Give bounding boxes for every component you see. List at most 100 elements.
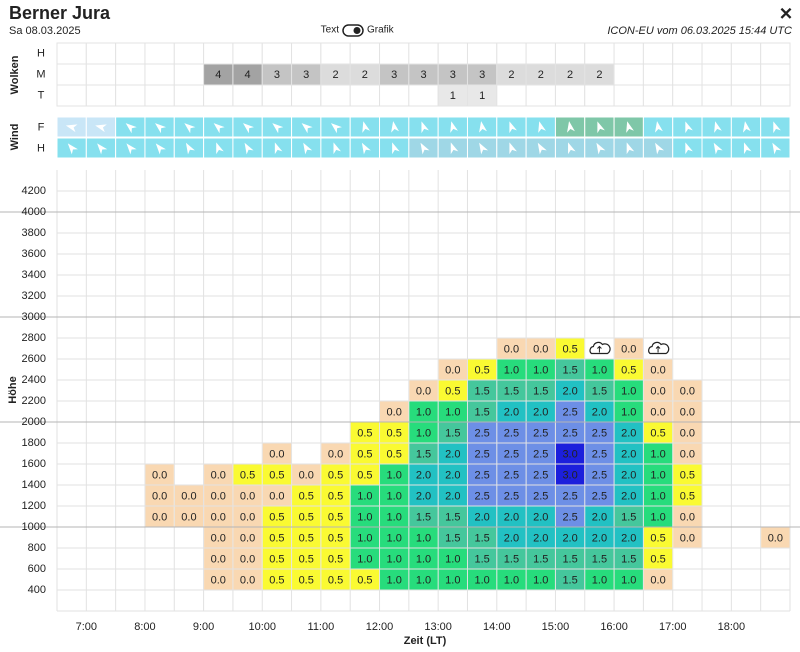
thermal-value: 1.0 [592, 364, 607, 376]
cloud-arrow [655, 345, 661, 353]
thermal-cell [585, 548, 614, 569]
thermal-value: 2.0 [592, 511, 607, 523]
wind-arrow [597, 121, 605, 134]
thermal-value: 1.0 [387, 574, 402, 586]
wind-arrow [772, 142, 782, 155]
thermal-cell [497, 401, 526, 422]
thermal-cell [409, 380, 438, 401]
thermal-value: 0.5 [240, 469, 255, 481]
thermal-value: 0.0 [269, 448, 284, 460]
thermal-cell [409, 527, 438, 548]
thermal-value: 0.0 [445, 364, 460, 376]
thermal-cell [233, 464, 262, 485]
thermal-cell [380, 464, 409, 485]
wind-arrow [537, 142, 547, 155]
thermal-cell [526, 359, 555, 380]
thermal-cell [292, 569, 321, 590]
thermal-value: 1.0 [416, 532, 431, 544]
cloud-value: 4 [245, 69, 251, 81]
thermal-cell [467, 506, 497, 527]
wind-arrow [479, 142, 489, 155]
toggle-text[interactable]: Text [321, 25, 340, 36]
toggle-knob [353, 27, 361, 34]
y-tick-label: 2600 [22, 353, 46, 365]
thermal-cell [643, 401, 673, 422]
x-tick-label: 14:00 [483, 621, 511, 633]
wind-arrow [303, 142, 313, 155]
thermal-cell [585, 527, 614, 548]
cloud-cell [496, 42, 527, 65]
thermal-cell [585, 569, 614, 590]
thermal-value: 1.5 [474, 553, 489, 565]
cloud-cell [730, 84, 762, 107]
wind-arrow [391, 121, 399, 133]
thermal-cell [497, 464, 526, 485]
thermal-cell [380, 569, 409, 590]
thermal-value: 0.0 [181, 490, 196, 502]
thermal-value: 2.5 [474, 427, 489, 439]
x-tick-label: 12:00 [366, 621, 394, 633]
wind-arrow [742, 121, 751, 133]
wind-arrow [333, 142, 342, 155]
wind-arrow [509, 142, 517, 155]
thermal-value: 1.0 [387, 511, 402, 523]
cloud-cell [672, 84, 703, 107]
cloud-cell [144, 42, 175, 65]
thermal-cell [497, 506, 526, 527]
thermal-value: 0.5 [328, 574, 343, 586]
title: Berner Jura [9, 3, 111, 23]
toggle-grafik[interactable]: Grafik [367, 25, 395, 36]
wind-arrow [65, 124, 78, 133]
thermal-value: 0.5 [269, 469, 284, 481]
thermal-value: 1.0 [474, 574, 489, 586]
thermal-cell [438, 422, 467, 443]
thermal-value: 2.5 [533, 490, 548, 502]
thermal-value: 0.0 [152, 490, 167, 502]
cloud-cell [115, 63, 146, 86]
thermal-cell [350, 485, 380, 506]
close-button[interactable]: ✕ [779, 4, 793, 23]
thermal-value: 2.5 [533, 448, 548, 460]
thermal-value: 0.0 [680, 427, 695, 439]
thermal-value: 1.0 [416, 574, 431, 586]
cloud-cell [525, 42, 556, 65]
thermal-cell [555, 569, 585, 590]
thermal-value: 2.5 [533, 469, 548, 481]
thermal-cell [467, 380, 497, 401]
cloud-cell [408, 84, 439, 107]
cloud-cell [203, 42, 234, 65]
thermal-cell [555, 422, 585, 443]
thermal-cell [526, 380, 555, 401]
thermal-value: 0.0 [650, 364, 665, 376]
thermal-value: 0.5 [621, 364, 636, 376]
thermal-value: 0.0 [416, 385, 431, 397]
cloud-value: 3 [391, 69, 397, 81]
thermal-cell [204, 548, 233, 569]
thermal-cell [526, 443, 555, 464]
thermal-value: 0.5 [299, 532, 314, 544]
cloud-cell [349, 42, 381, 65]
thermal-value: 0.0 [240, 490, 255, 502]
cloud-cell [672, 63, 703, 86]
y-tick-label: 3400 [22, 269, 46, 281]
thermal-cell [409, 464, 438, 485]
thermal-value: 1.0 [445, 553, 460, 565]
wind-arrow [743, 142, 752, 155]
thermal-cell [438, 359, 467, 380]
x-tick-label: 13:00 [424, 621, 452, 633]
thermal-cell [497, 569, 526, 590]
x-tick-label: 7:00 [76, 621, 97, 633]
thermal-cell [262, 548, 292, 569]
thermal-value: 2.0 [504, 406, 519, 418]
thermal-value: 2.0 [621, 469, 636, 481]
cloud-cell [115, 42, 146, 65]
y-tick-label: 2400 [22, 374, 46, 386]
thermal-cell [204, 569, 233, 590]
cloud-cell [642, 42, 674, 65]
thermal-value: 0.5 [474, 364, 489, 376]
wind-arrow [97, 143, 108, 155]
cloud-cell [261, 42, 293, 65]
thermal-cell [555, 464, 585, 485]
thermal-value: 3.0 [562, 469, 577, 481]
y-tick-label: 3200 [22, 290, 46, 302]
